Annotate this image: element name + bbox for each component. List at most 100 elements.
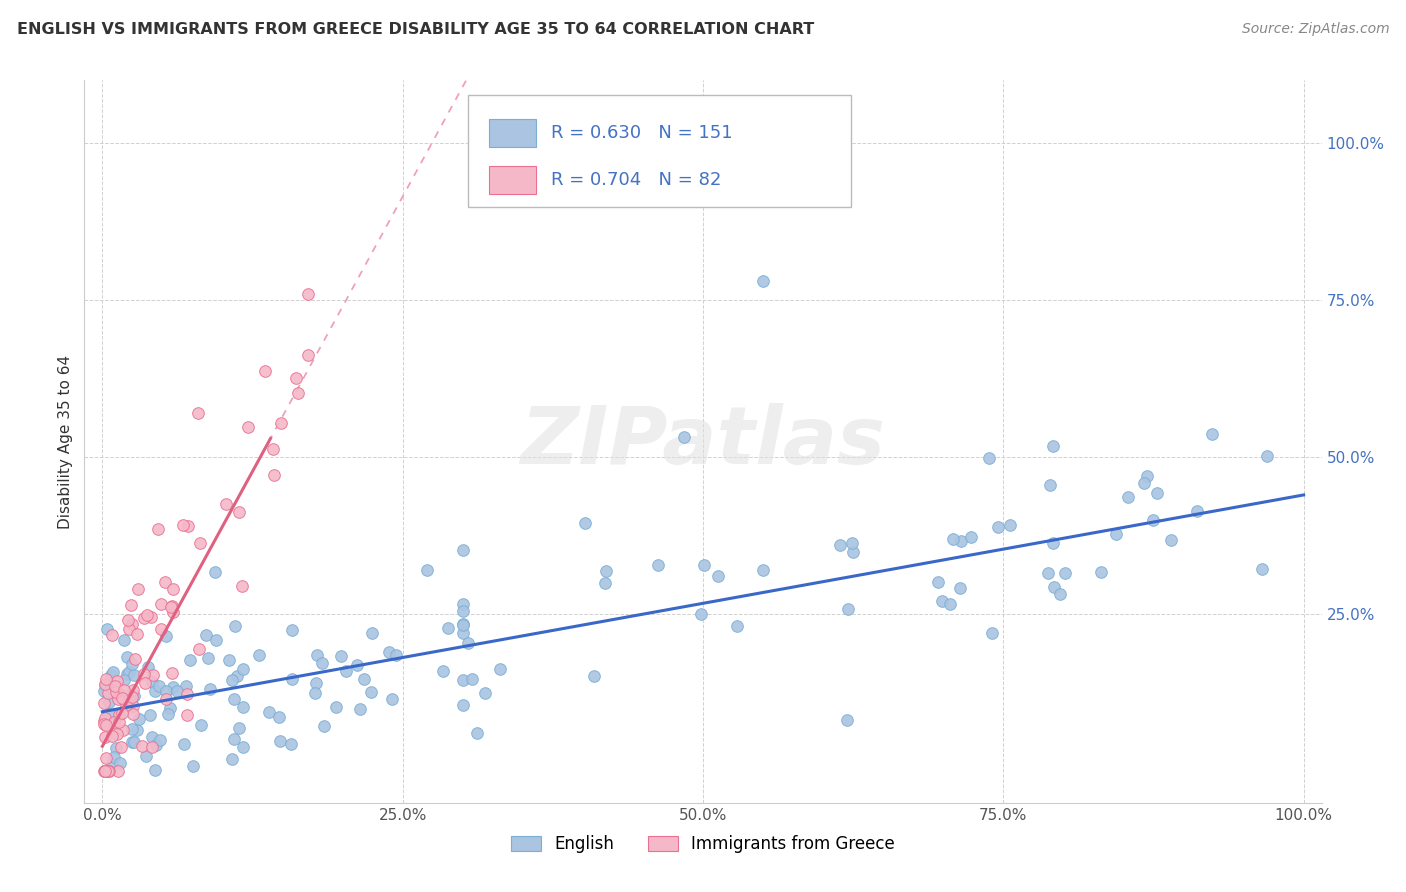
Point	[195, 628, 218, 642]
Point	[103, 749, 125, 764]
Point	[263, 467, 285, 482]
Point	[94, 750, 117, 764]
Point	[451, 626, 474, 640]
Point	[112, 673, 135, 688]
Point	[111, 706, 134, 720]
Point	[725, 619, 748, 633]
Point	[105, 682, 128, 697]
Point	[942, 532, 965, 546]
Point	[141, 739, 163, 754]
Point	[488, 662, 510, 676]
Point	[93, 711, 115, 725]
Point	[124, 667, 146, 681]
Point	[269, 710, 291, 724]
Point	[692, 558, 714, 573]
Point	[335, 664, 357, 678]
Point	[125, 626, 148, 640]
Point	[451, 673, 474, 687]
Point	[959, 530, 981, 544]
Point	[980, 626, 1002, 640]
Point	[104, 679, 127, 693]
Point	[131, 739, 153, 754]
Point	[451, 618, 474, 632]
Point	[112, 683, 135, 698]
Point	[98, 695, 121, 709]
Point	[977, 451, 1000, 466]
Point	[222, 732, 245, 747]
Point	[134, 676, 156, 690]
Point	[1104, 527, 1126, 541]
Point	[150, 597, 173, 611]
Point	[270, 417, 292, 431]
Point	[155, 683, 177, 698]
Point	[179, 653, 201, 667]
Point	[574, 516, 596, 530]
Point	[987, 520, 1010, 534]
Point	[437, 622, 460, 636]
Point	[582, 669, 605, 683]
Point	[93, 764, 115, 779]
Point	[98, 706, 121, 721]
Point	[360, 626, 382, 640]
Point	[145, 738, 167, 752]
Point	[228, 721, 250, 735]
Point	[96, 622, 118, 636]
FancyBboxPatch shape	[468, 95, 852, 207]
Point	[127, 582, 149, 597]
Point	[93, 677, 115, 691]
Point	[101, 627, 124, 641]
Point	[281, 623, 304, 637]
Point	[134, 666, 156, 681]
Point	[1042, 439, 1064, 453]
Point	[181, 759, 204, 773]
Point	[108, 756, 131, 771]
Point	[162, 582, 184, 597]
Point	[160, 599, 183, 614]
Point	[162, 666, 184, 681]
Point	[281, 672, 304, 686]
Point	[94, 731, 117, 745]
Point	[157, 706, 180, 721]
Point	[841, 536, 863, 550]
Text: Source: ZipAtlas.com: Source: ZipAtlas.com	[1241, 22, 1389, 37]
Point	[143, 764, 166, 778]
Point	[451, 597, 474, 611]
Point	[141, 674, 163, 689]
Point	[141, 610, 163, 624]
Point	[115, 650, 138, 665]
Point	[232, 739, 254, 754]
Point	[105, 685, 128, 699]
Point	[121, 690, 143, 705]
Point	[353, 672, 375, 686]
Point	[297, 286, 319, 301]
Point	[287, 386, 309, 401]
Point	[110, 689, 132, 703]
Point	[451, 603, 474, 617]
Point	[155, 629, 177, 643]
Point	[595, 564, 617, 578]
Point	[215, 497, 238, 511]
Point	[837, 601, 859, 615]
Point	[124, 652, 146, 666]
Point	[93, 714, 115, 728]
Point	[136, 608, 159, 623]
Point	[346, 658, 368, 673]
Point	[752, 274, 775, 288]
Point	[931, 594, 953, 608]
Point	[226, 669, 249, 683]
Point	[120, 598, 142, 612]
Point	[381, 692, 404, 706]
Point	[97, 685, 120, 699]
Point	[93, 764, 115, 779]
Point	[132, 611, 155, 625]
Point	[1136, 468, 1159, 483]
Point	[187, 406, 209, 420]
Point	[188, 536, 211, 550]
Point	[378, 645, 401, 659]
Point	[176, 687, 198, 701]
Point	[149, 733, 172, 747]
Point	[232, 662, 254, 676]
Point	[155, 574, 177, 589]
Point	[149, 622, 172, 636]
Point	[205, 633, 228, 648]
